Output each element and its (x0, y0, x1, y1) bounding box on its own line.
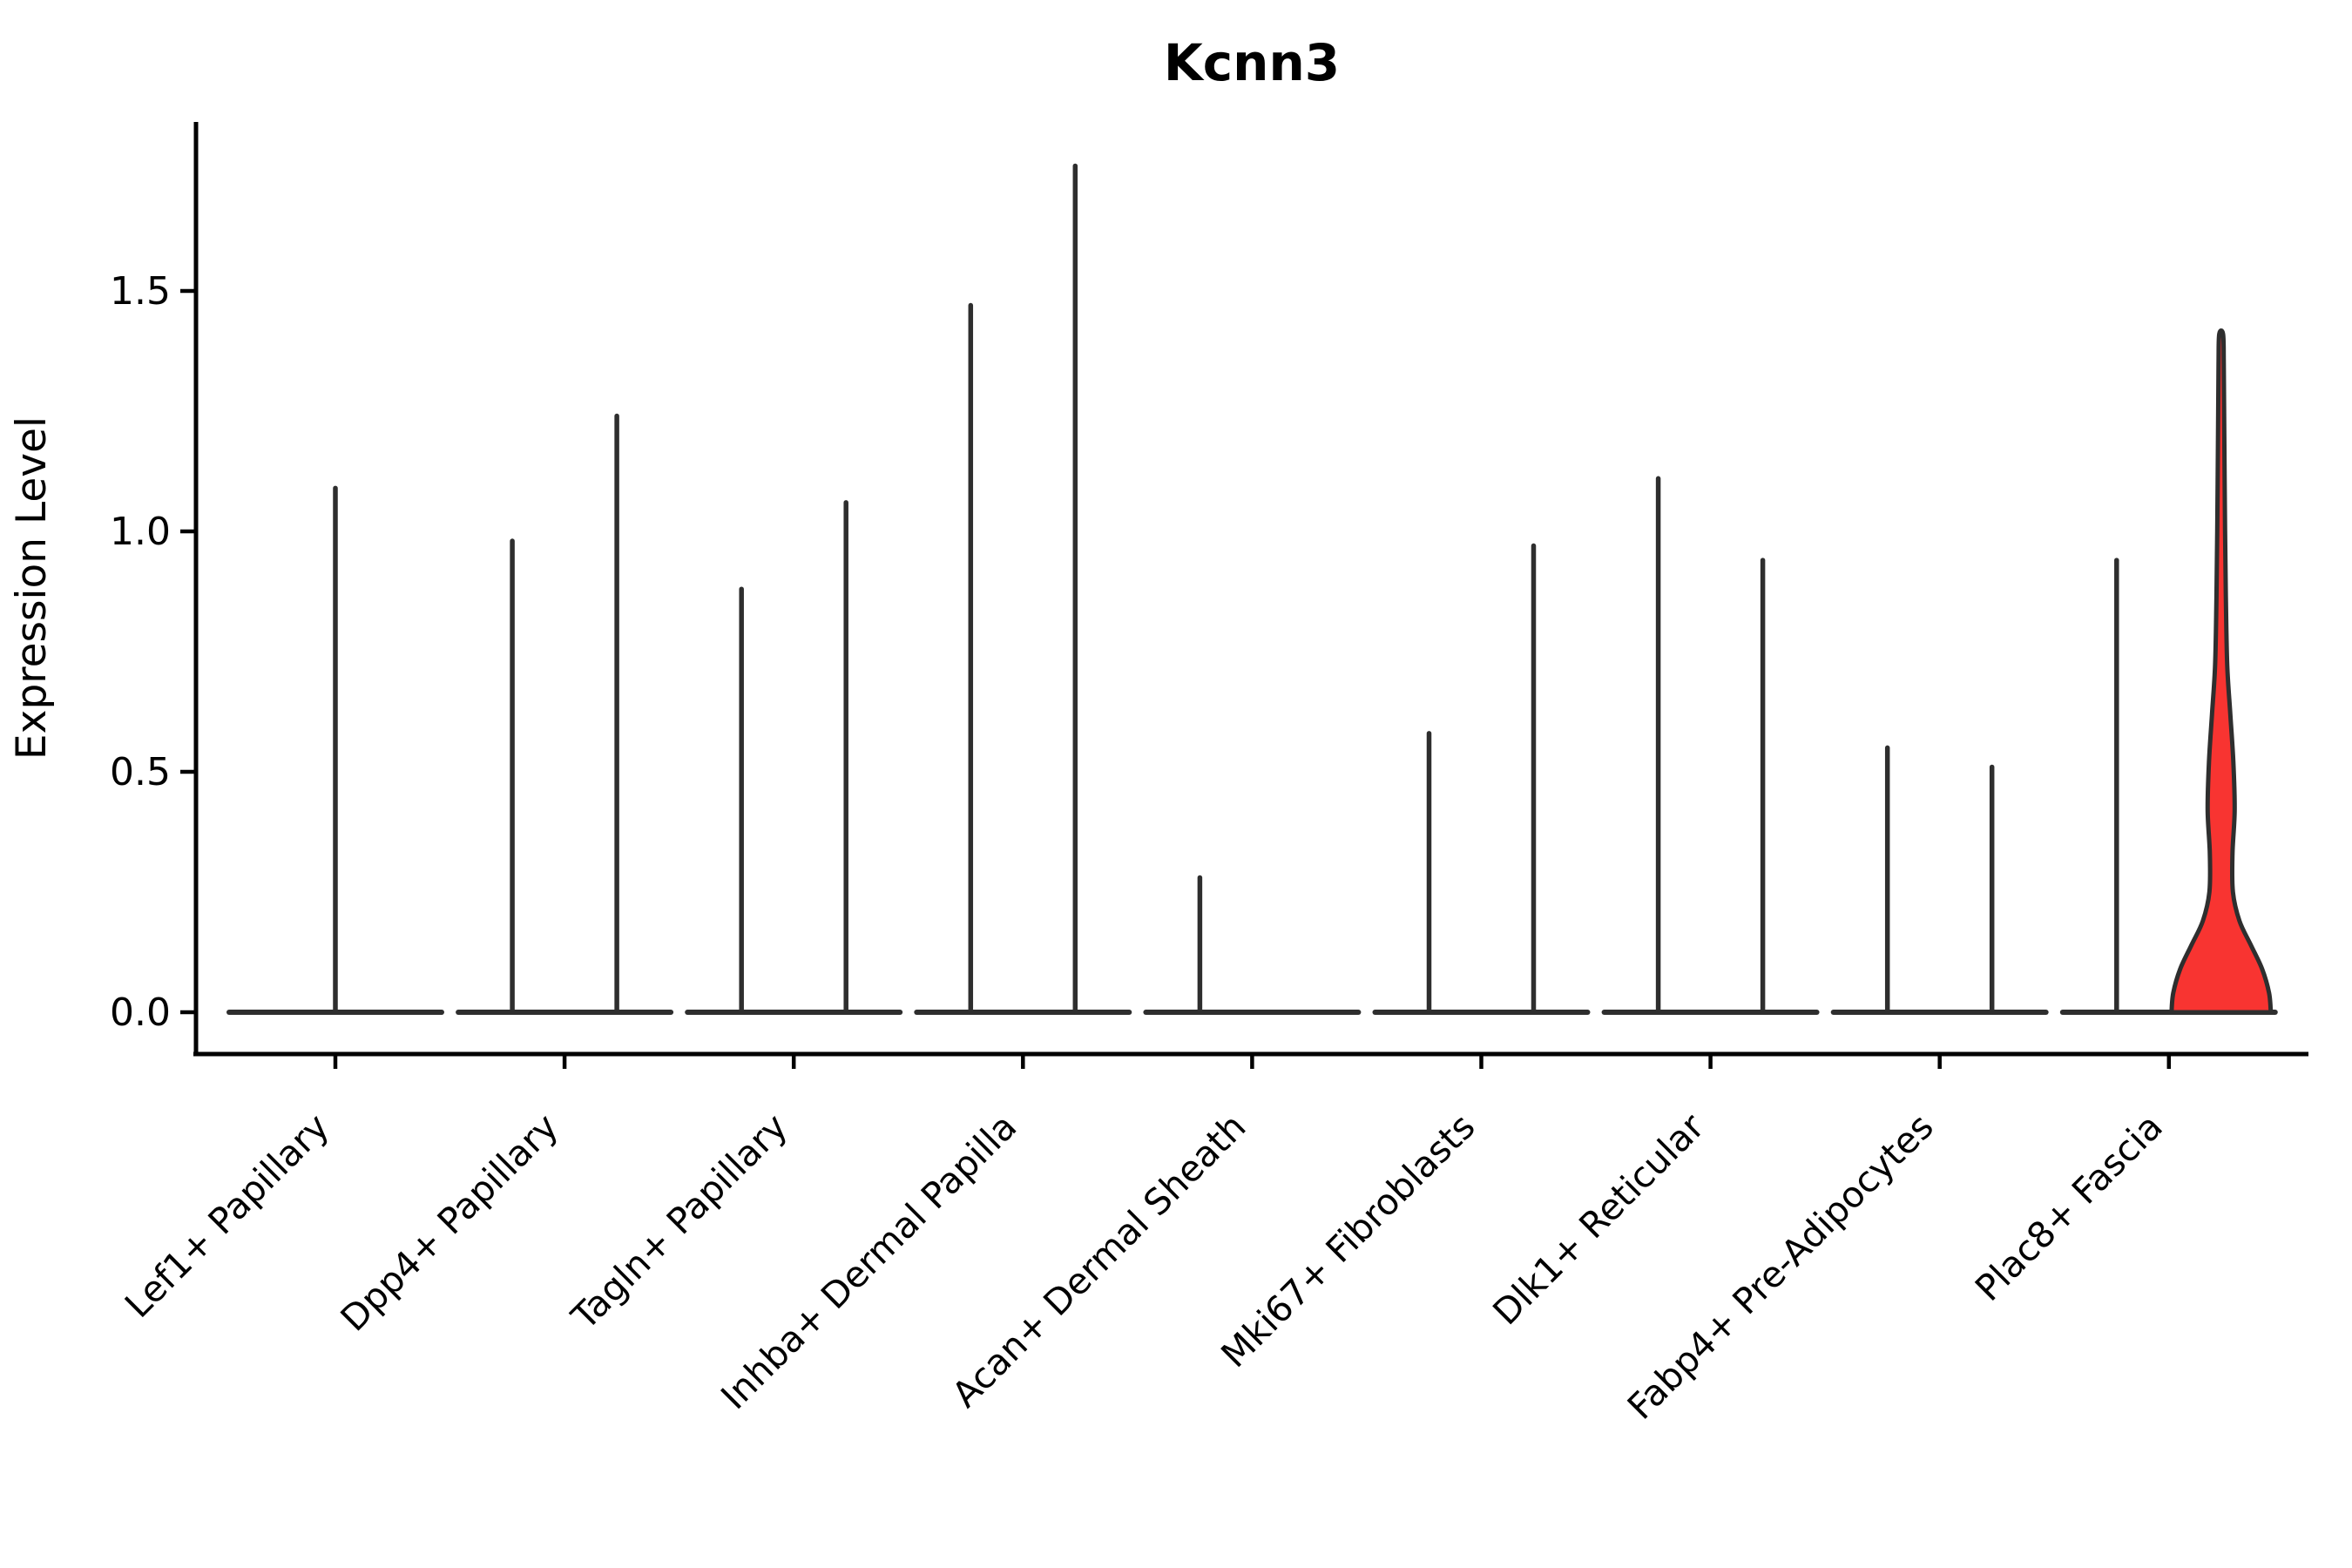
y-tick-label: 1.0 (110, 510, 171, 554)
x-tick-label: Dpp4+ Papillary (333, 1105, 566, 1339)
y-axis-label: Expression Level (8, 416, 56, 760)
highlighted-violin (2169, 328, 2274, 1015)
x-tick-label: Mki67+ Fibroblasts (1213, 1105, 1484, 1375)
x-tick-label: Dlk1+ Reticular (1484, 1105, 1712, 1333)
y-tick-label: 0.5 (110, 750, 171, 794)
y-tick-label: 0.0 (110, 990, 171, 1035)
x-tick-label: Tagln+ Papillary (563, 1105, 795, 1338)
x-tick-label: Lef1+ Papillary (117, 1105, 337, 1326)
x-tick-label: Plac8+ Fascia (1967, 1105, 2171, 1309)
chart-title: Kcnn3 (1164, 33, 1340, 92)
y-tick-label: 1.5 (110, 269, 171, 314)
